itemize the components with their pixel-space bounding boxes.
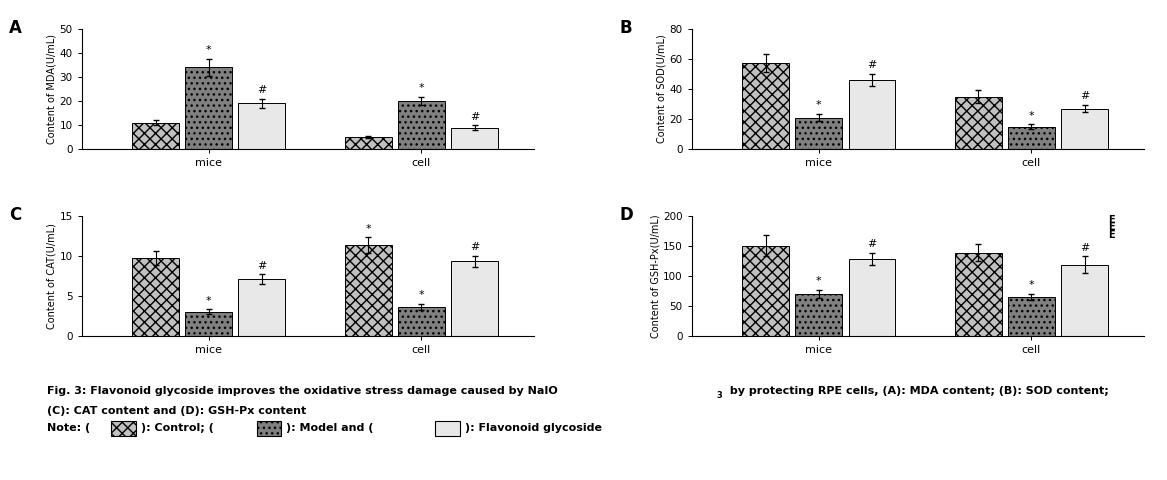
- Text: *: *: [1028, 111, 1034, 121]
- Bar: [238, 104, 285, 149]
- Text: *: *: [1028, 280, 1034, 290]
- Bar: [344, 137, 392, 149]
- Text: Note: (: Note: (: [47, 423, 90, 433]
- Bar: [742, 63, 789, 149]
- Text: ): Control; (: ): Control; (: [140, 423, 214, 433]
- Y-axis label: Content of GSH-Px(U/mL): Content of GSH-Px(U/mL): [650, 214, 661, 337]
- Bar: [186, 67, 232, 149]
- Bar: [186, 312, 232, 336]
- Bar: [452, 261, 498, 336]
- Bar: [111, 421, 135, 436]
- Bar: [955, 96, 1001, 149]
- Text: #: #: [867, 239, 876, 249]
- Bar: [132, 258, 179, 336]
- Text: E: E: [1107, 229, 1114, 240]
- Bar: [1061, 265, 1107, 336]
- Text: E: E: [1107, 222, 1114, 232]
- Y-axis label: Content of SOD(U/mL): Content of SOD(U/mL): [657, 35, 666, 144]
- Text: *: *: [365, 224, 371, 234]
- Bar: [452, 128, 498, 149]
- Bar: [257, 421, 281, 436]
- Bar: [1008, 297, 1055, 336]
- Text: #: #: [867, 60, 876, 71]
- Bar: [1061, 108, 1107, 149]
- Bar: [344, 245, 392, 336]
- Text: *: *: [419, 290, 424, 300]
- Text: D: D: [620, 206, 634, 224]
- Bar: [238, 279, 285, 336]
- Text: *: *: [205, 45, 211, 55]
- Text: ): Model and (: ): Model and (: [286, 423, 373, 433]
- Bar: [955, 253, 1001, 336]
- Bar: [1008, 127, 1055, 149]
- Bar: [132, 123, 179, 149]
- Bar: [848, 80, 895, 149]
- Bar: [435, 421, 460, 436]
- Text: B: B: [620, 19, 633, 37]
- Text: E: E: [1107, 215, 1114, 225]
- Bar: [398, 101, 445, 149]
- Text: #: #: [257, 85, 266, 95]
- Text: by protecting RPE cells, (A): MDA content; (B): SOD content;: by protecting RPE cells, (A): MDA conten…: [726, 386, 1109, 396]
- Text: *: *: [816, 100, 822, 110]
- Bar: [796, 294, 843, 336]
- Y-axis label: Content of MDA(U/mL): Content of MDA(U/mL): [47, 34, 57, 144]
- Text: #: #: [470, 242, 480, 252]
- Bar: [398, 307, 445, 336]
- Text: #: #: [470, 111, 480, 121]
- Text: (C): CAT content and (D): GSH-Px content: (C): CAT content and (D): GSH-Px content: [47, 406, 306, 416]
- Text: #: #: [1079, 243, 1089, 253]
- Text: #: #: [1079, 91, 1089, 101]
- Text: C: C: [9, 206, 22, 224]
- Text: Fig. 3: Flavonoid glycoside improves the oxidative stress damage caused by NaIO: Fig. 3: Flavonoid glycoside improves the…: [47, 386, 558, 396]
- Text: A: A: [9, 19, 22, 37]
- Text: ): Flavonoid glycoside: ): Flavonoid glycoside: [464, 423, 602, 433]
- Text: 3: 3: [717, 391, 722, 400]
- Text: *: *: [816, 276, 822, 286]
- Bar: [796, 118, 843, 149]
- Y-axis label: Content of CAT(U/mL): Content of CAT(U/mL): [47, 223, 57, 329]
- Text: *: *: [205, 296, 211, 306]
- Bar: [742, 246, 789, 336]
- Text: *: *: [419, 83, 424, 93]
- Text: #: #: [257, 261, 266, 271]
- Bar: [848, 259, 895, 336]
